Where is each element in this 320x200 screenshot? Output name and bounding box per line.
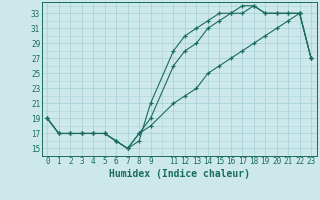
X-axis label: Humidex (Indice chaleur): Humidex (Indice chaleur)	[109, 169, 250, 179]
